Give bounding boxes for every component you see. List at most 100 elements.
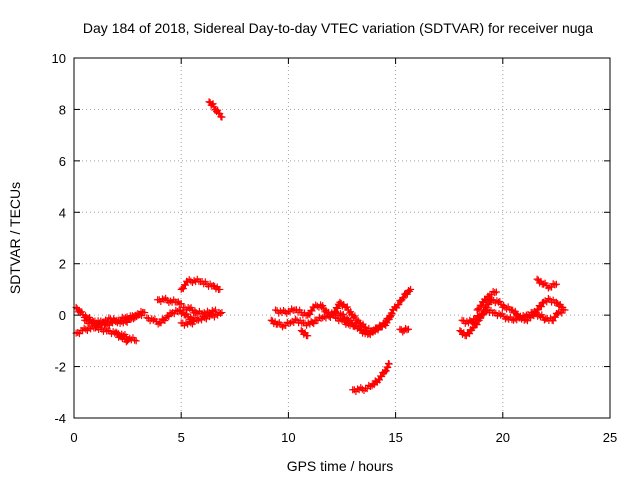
data-point (351, 323, 359, 331)
data-point (160, 296, 168, 304)
data-point (384, 363, 392, 371)
data-point (209, 100, 217, 108)
data-point (334, 304, 342, 312)
data-point (279, 323, 287, 331)
data-point (212, 306, 220, 314)
data-point (104, 327, 112, 335)
data-point (378, 323, 386, 331)
y-tick-label: -2 (54, 360, 66, 375)
data-point (286, 308, 294, 316)
data-point (319, 302, 327, 310)
data-point (132, 337, 140, 345)
data-point (187, 319, 195, 327)
data-point (513, 310, 521, 318)
data-point (473, 321, 481, 329)
data-point (385, 314, 393, 322)
data-point (387, 313, 395, 321)
data-point (551, 281, 559, 289)
data-point (217, 309, 225, 317)
data-point (544, 284, 552, 292)
data-point (75, 330, 83, 338)
data-point (149, 316, 157, 324)
x-tick-label: 25 (603, 430, 617, 445)
data-point (381, 368, 389, 376)
x-tick-label: 0 (70, 430, 77, 445)
data-point (166, 297, 174, 305)
data-point (458, 316, 466, 324)
y-tick-label: 10 (52, 51, 66, 66)
y-axis-label: SDTVAR / TECUs (7, 182, 23, 294)
data-point (137, 307, 145, 315)
x-tick-label: 15 (388, 430, 402, 445)
data-points (72, 98, 569, 396)
data-point (479, 311, 487, 319)
y-tick-label: 2 (59, 257, 66, 272)
data-point (119, 332, 127, 340)
data-point (332, 314, 340, 322)
y-tick-label: 6 (59, 154, 66, 169)
data-point (336, 298, 344, 306)
data-point (185, 276, 193, 284)
data-point (190, 276, 198, 284)
data-point (105, 314, 113, 322)
data-point (143, 314, 151, 322)
data-point (537, 303, 545, 311)
data-point (192, 309, 200, 317)
data-point (349, 322, 357, 330)
data-point (113, 329, 121, 337)
y-tick-label: 8 (59, 102, 66, 117)
data-point (356, 326, 364, 334)
data-point (492, 288, 500, 296)
data-point (343, 303, 351, 311)
data-point (210, 308, 218, 316)
data-point (385, 360, 393, 368)
x-tick-label: 20 (496, 430, 510, 445)
data-point (92, 322, 100, 330)
data-point (382, 367, 390, 375)
data-point (272, 306, 280, 314)
data-point (81, 316, 89, 324)
data-point (407, 285, 415, 293)
data-point (357, 384, 365, 392)
data-point (87, 319, 95, 327)
data-point (456, 327, 464, 335)
axis-tick-labels: 0 5 10 15 20 25 -4 -2 0 2 4 6 8 10 (52, 51, 618, 445)
data-point (280, 306, 288, 314)
data-point (552, 298, 560, 306)
data-point (351, 312, 359, 320)
data-point (523, 317, 531, 325)
data-point (552, 280, 560, 288)
data-point (190, 318, 198, 326)
data-point (218, 309, 226, 317)
data-point (540, 280, 548, 288)
data-point (559, 303, 567, 311)
data-point (388, 309, 396, 317)
data-point (490, 309, 498, 317)
chart-title: Day 184 of 2018, Sidereal Day-to-day VTE… (83, 20, 593, 36)
data-point (218, 113, 226, 121)
data-point (400, 294, 408, 302)
x-tick-label: 10 (281, 430, 295, 445)
data-point (491, 289, 499, 297)
data-point (533, 275, 541, 283)
data-point (175, 306, 183, 314)
plot-frame (73, 57, 611, 419)
y-tick-label: 0 (59, 308, 66, 323)
data-point (288, 305, 296, 313)
data-point (497, 311, 505, 319)
data-point (139, 309, 147, 317)
data-point (291, 315, 299, 323)
y-tick-label: -4 (54, 411, 66, 426)
data-point (216, 285, 224, 293)
data-point (274, 320, 282, 328)
data-point (544, 295, 552, 303)
y-tick-label: 4 (59, 205, 66, 220)
data-point (371, 327, 379, 335)
x-axis-label: GPS time / hours (287, 458, 394, 474)
data-point (404, 325, 412, 333)
data-point (113, 316, 121, 324)
x-tick-label: 5 (178, 430, 185, 445)
data-point (297, 327, 305, 335)
